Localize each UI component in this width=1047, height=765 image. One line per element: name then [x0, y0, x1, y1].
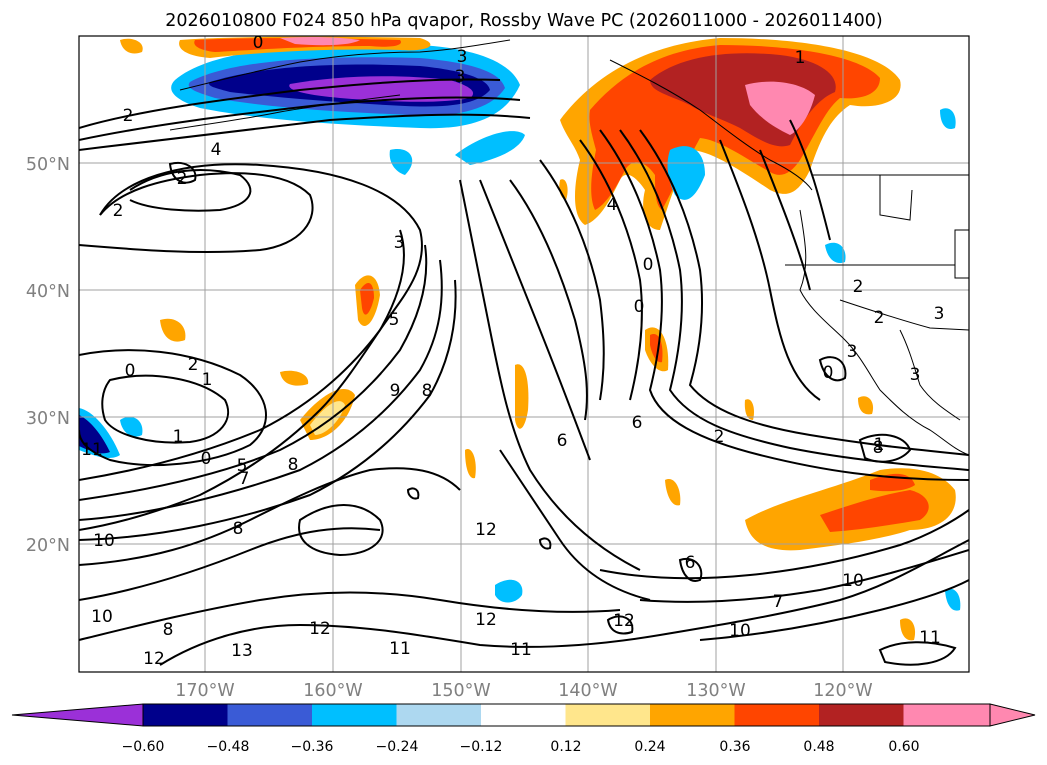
contour-label: 7: [773, 592, 784, 612]
contour-label: 6: [557, 431, 568, 451]
colorbar-cell: [312, 704, 397, 726]
colorbar-tick-labels: −0.60 −0.48 −0.36 −0.24 −0.12 0.12 0.24 …: [122, 739, 920, 755]
latitude-labels: 50°N 40°N 30°N 20°N: [26, 155, 70, 556]
contour-label: 10: [842, 571, 864, 591]
contour-label: 8: [422, 381, 433, 401]
map-frame: [78, 35, 970, 673]
coastlines: [169, 39, 969, 456]
lon-label: 130°W: [686, 681, 745, 701]
contour-label: 13: [231, 641, 253, 661]
map-title: 2026010800 F024 850 hPa qvapor, Rossby W…: [165, 11, 882, 31]
contour-label: 0: [634, 297, 645, 317]
colorbar: [11, 703, 1036, 727]
colorbar-tick-label: −0.36: [291, 739, 334, 755]
contour-label: 10: [93, 531, 115, 551]
colorbar-tick-label: −0.48: [207, 739, 250, 755]
contour-label: 11: [81, 440, 103, 460]
shaded-field: [79, 36, 961, 641]
contour-lines: [79, 78, 969, 666]
colorbar-outline: [142, 703, 991, 727]
contour-label: 1: [202, 370, 213, 390]
contour-label: 2: [874, 308, 885, 328]
contour-label: 1: [874, 435, 885, 455]
contour-label: 1: [0, 0, 6, 6]
contour-label: 2: [177, 169, 188, 189]
colorbar-tick-label: 0.36: [719, 739, 750, 755]
contour-label: 1: [173, 427, 184, 447]
contour-label: 12: [613, 611, 635, 631]
colorbar-tick-label: −0.24: [376, 739, 419, 755]
colorbar-tick-label: 0.60: [888, 739, 919, 755]
colorbar-cell: [650, 704, 735, 726]
contour-label: 12: [475, 610, 497, 630]
lat-label: 50°N: [26, 155, 70, 175]
contour-label: 0: [253, 33, 264, 53]
contour-label: 12: [309, 619, 331, 639]
lon-label: 150°W: [431, 681, 490, 701]
colorbar-over-arrow: [989, 703, 1036, 727]
lat-label: 20°N: [26, 536, 70, 556]
contour-label: 4: [607, 195, 618, 215]
lon-label: 160°W: [303, 681, 362, 701]
colorbar-cell: [481, 704, 566, 726]
colorbar-tick-label: −0.12: [460, 739, 503, 755]
contour-label: 2: [188, 355, 199, 375]
lat-label: 40°N: [26, 282, 70, 302]
contour-label: 8: [163, 620, 174, 640]
lon-label: 120°W: [813, 681, 872, 701]
contour-label: 3: [394, 233, 405, 253]
contour-label: 0: [125, 361, 136, 381]
lon-label: 170°W: [175, 681, 234, 701]
contour-label: 1: [795, 48, 806, 68]
contour-label: 5: [237, 456, 248, 476]
contour-label: 0: [201, 449, 212, 469]
colorbar-tick-label: 0.24: [634, 739, 665, 755]
contour-label: 2: [113, 201, 124, 221]
contour-label: 8: [288, 455, 299, 475]
contour-label: 8: [233, 519, 244, 539]
contour-label: 2: [853, 277, 864, 297]
contour-label: 6: [685, 553, 696, 573]
contour-label: 10: [91, 607, 113, 627]
colorbar-cell: [819, 704, 904, 726]
contour-label: 0: [823, 363, 834, 383]
contour-label: 10: [729, 621, 751, 641]
contour-label: 2: [714, 427, 725, 447]
longitude-labels: 170°W 160°W 150°W 140°W 130°W 120°W: [175, 681, 872, 701]
colorbar-cell: [396, 704, 482, 726]
contour-label: 5: [389, 310, 400, 330]
colorbar-cell: [565, 704, 651, 726]
contour-label: 11: [919, 628, 941, 648]
contour-label: 3: [455, 67, 466, 87]
lon-label: 140°W: [558, 681, 617, 701]
colorbar-cell: [903, 704, 990, 726]
contour-label: 12: [143, 649, 165, 669]
colorbar-cell: [143, 704, 228, 726]
contour-label: 3: [847, 342, 858, 362]
contour-label: 7: [239, 469, 250, 489]
colorbar-cell: [734, 704, 820, 726]
contour-label: 12: [475, 520, 497, 540]
contour-label: 3: [934, 304, 945, 324]
contour-label: 4: [211, 140, 222, 160]
contour-label: 6: [632, 413, 643, 433]
contour-label: 11: [389, 639, 411, 659]
lat-label: 30°N: [26, 409, 70, 429]
contour-label: 3: [910, 365, 921, 385]
colorbar-under-arrow: [11, 703, 144, 727]
contour-label: 0: [643, 255, 654, 275]
contour-label: 11: [510, 640, 532, 660]
contour-label: 3: [457, 47, 468, 67]
colorbar-tick-label: 0.12: [550, 739, 581, 755]
contour-label: 9: [390, 381, 401, 401]
contour-label: 8: [873, 438, 884, 458]
contour-label: 2: [123, 106, 134, 126]
colorbar-tick-label: −0.60: [122, 739, 165, 755]
colorbar-cell: [227, 704, 313, 726]
colorbar-tick-label: 0.48: [803, 739, 834, 755]
